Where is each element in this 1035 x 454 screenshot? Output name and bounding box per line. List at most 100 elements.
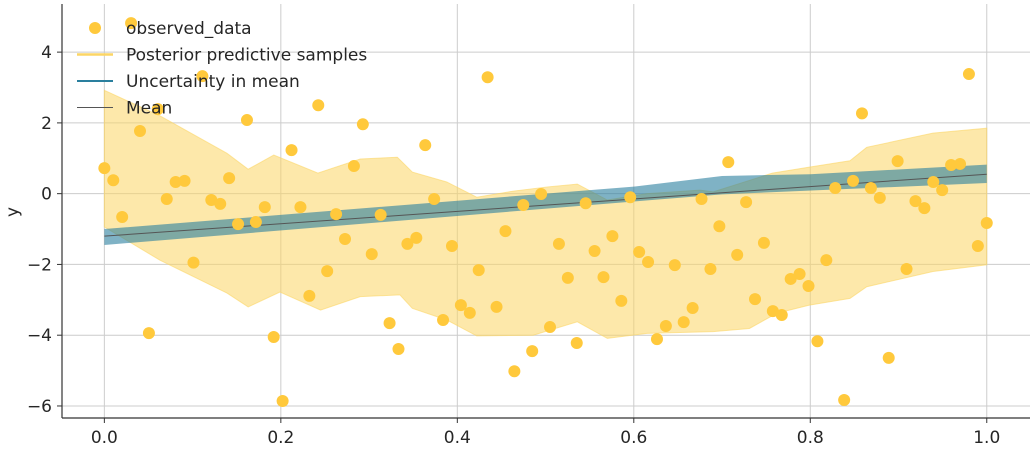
data-point xyxy=(445,240,458,253)
data-point xyxy=(962,68,975,81)
data-point xyxy=(731,248,744,261)
data-point xyxy=(392,343,405,355)
data-point xyxy=(196,70,209,83)
data-point xyxy=(321,265,334,278)
data-point xyxy=(276,395,289,408)
data-point xyxy=(936,184,949,197)
data-point xyxy=(223,172,236,185)
data-point xyxy=(463,306,476,319)
data-point xyxy=(775,309,788,322)
x-tick-label: 0.0 xyxy=(91,428,118,448)
data-point xyxy=(347,160,360,173)
data-point xyxy=(757,236,770,249)
data-point xyxy=(178,174,191,187)
data-point xyxy=(971,240,984,253)
data-point xyxy=(793,267,806,280)
y-tick-label: −6 xyxy=(27,397,52,417)
data-point xyxy=(437,313,450,326)
data-point xyxy=(401,237,414,250)
data-point xyxy=(116,211,129,224)
data-point xyxy=(258,201,271,214)
y-tick-label: −2 xyxy=(27,255,52,275)
data-point xyxy=(873,191,886,204)
data-point xyxy=(187,256,200,269)
data-point xyxy=(151,103,164,116)
data-point xyxy=(668,259,681,272)
data-point xyxy=(597,271,610,284)
data-point xyxy=(285,144,298,157)
y-tick-label: 4 xyxy=(41,43,52,63)
data-point xyxy=(142,327,155,340)
data-point xyxy=(517,198,530,211)
data-point xyxy=(160,192,173,205)
data-point xyxy=(624,191,637,204)
data-point xyxy=(249,215,262,228)
data-point xyxy=(740,196,753,209)
legend-label: observed_data xyxy=(126,19,252,39)
data-point xyxy=(855,107,868,120)
observed-points xyxy=(98,17,993,408)
data-point xyxy=(918,202,931,215)
x-tick-label: 1.0 xyxy=(973,428,1000,448)
data-point xyxy=(686,301,699,314)
data-point xyxy=(472,264,485,277)
data-point xyxy=(356,118,369,131)
data-point xyxy=(820,254,833,267)
legend-marker-observed xyxy=(89,22,101,34)
data-point xyxy=(232,218,245,231)
data-point xyxy=(722,156,735,169)
data-point xyxy=(847,174,860,187)
data-point xyxy=(633,246,646,259)
bands xyxy=(103,89,988,339)
data-point xyxy=(882,351,895,364)
data-point xyxy=(454,299,467,312)
x-tick-label: 0.2 xyxy=(267,428,294,448)
data-point xyxy=(544,321,557,334)
x-tick-label: 0.6 xyxy=(620,428,647,448)
data-point xyxy=(125,17,138,30)
data-point xyxy=(240,114,253,127)
x-tick-label: 0.8 xyxy=(797,428,824,448)
legend-label: Uncertainty in mean xyxy=(126,72,300,92)
data-point xyxy=(383,317,396,330)
axes xyxy=(57,4,1030,423)
data-point xyxy=(410,231,423,244)
data-point xyxy=(294,201,307,214)
tick-labels: 0.0 0.2 0.4 0.6 0.8 1.0 −6 −4 −2 0 2 4 xyxy=(27,43,1000,448)
data-point xyxy=(339,232,352,245)
y-tick-label: −4 xyxy=(27,326,52,346)
data-point xyxy=(570,336,583,349)
data-point xyxy=(98,162,111,175)
data-point xyxy=(526,345,539,358)
data-point xyxy=(499,225,512,238)
data-point xyxy=(838,393,851,406)
data-point xyxy=(606,230,619,243)
data-point xyxy=(267,330,280,343)
data-point xyxy=(650,333,663,346)
data-point xyxy=(900,263,913,276)
data-point xyxy=(535,188,548,201)
data-point xyxy=(695,192,708,205)
data-point xyxy=(909,195,922,208)
data-point xyxy=(419,139,432,152)
data-point xyxy=(749,293,762,306)
data-point xyxy=(588,244,601,257)
data-point xyxy=(330,208,343,221)
y-tick-label: 0 xyxy=(41,185,52,205)
legend: observed_data Posterior predictive sample… xyxy=(77,19,367,119)
posterior-predictive-band xyxy=(103,89,988,339)
data-point xyxy=(508,365,521,378)
data-point xyxy=(107,174,120,187)
data-point xyxy=(642,255,655,268)
data-point xyxy=(134,125,147,138)
legend-label: Mean xyxy=(126,99,172,119)
data-point xyxy=(945,159,958,171)
data-point xyxy=(374,208,387,221)
data-point xyxy=(615,294,628,307)
data-point xyxy=(169,175,182,188)
data-point xyxy=(677,316,690,329)
legend-label: Posterior predictive samples xyxy=(126,46,367,66)
data-point xyxy=(659,320,672,332)
data-point xyxy=(552,237,565,250)
